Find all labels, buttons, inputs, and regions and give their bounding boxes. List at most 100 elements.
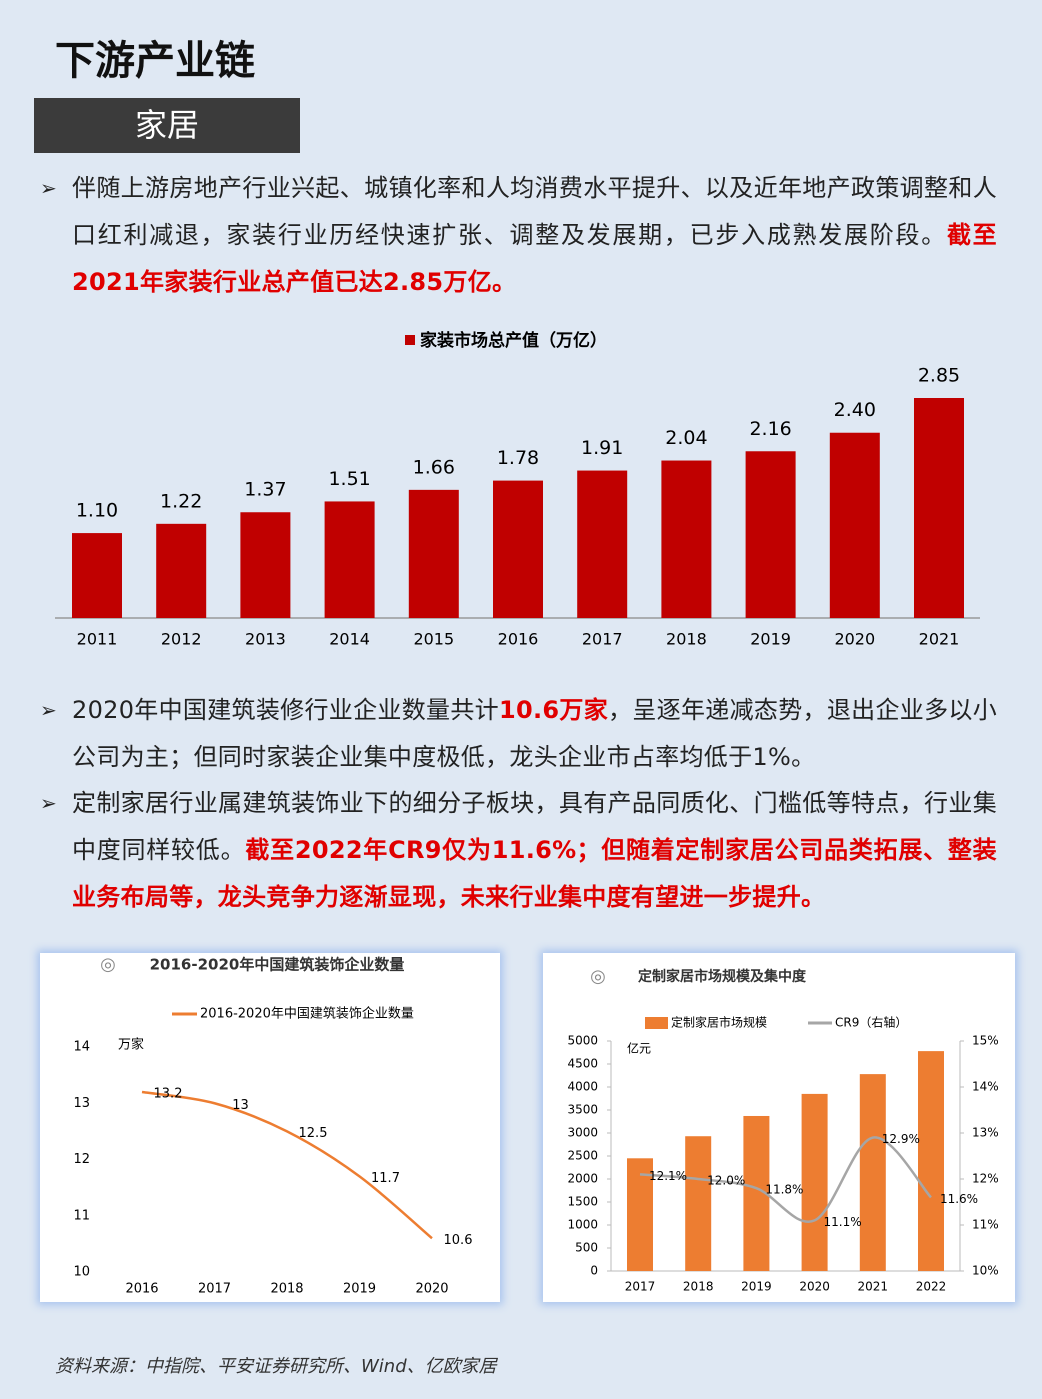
highlight-text: 截至2022年CR9仅为11.6%；但随着定制家居公司品类拓展、整装业务布局等，… xyxy=(72,836,997,911)
y-tick-label: 2000 xyxy=(567,1172,598,1186)
y2-tick-label: 11% xyxy=(972,1218,999,1232)
data-label: 11.7 xyxy=(371,1171,400,1186)
x-tick-label: 2014 xyxy=(329,630,370,649)
paragraph: 定制家居行业属建筑装饰业下的细分子板块，具有产品同质化、门槛低等特点，行业集中度… xyxy=(40,780,997,921)
y-tick-label: 1000 xyxy=(567,1218,598,1232)
bar xyxy=(745,451,796,618)
data-label: 2.04 xyxy=(665,427,707,449)
x-tick-label: 2019 xyxy=(750,630,791,649)
data-label: 1.51 xyxy=(328,468,370,490)
x-tick-label: 2017 xyxy=(198,1282,231,1297)
data-label: 13.2 xyxy=(154,1087,183,1102)
y-tick-label: 13 xyxy=(73,1096,90,1111)
x-tick-label: 2020 xyxy=(834,630,875,649)
x-tick-label: 2021 xyxy=(919,630,960,649)
x-tick-label: 2016 xyxy=(125,1282,158,1297)
y-tick-label: 14 xyxy=(73,1040,90,1055)
x-tick-label: 2019 xyxy=(343,1282,376,1297)
x-tick-label: 2017 xyxy=(625,1280,656,1294)
y-tick-label: 500 xyxy=(575,1241,598,1255)
data-label: 12.0% xyxy=(707,1174,745,1188)
chart-frame xyxy=(40,953,500,1302)
x-tick-label: 2011 xyxy=(77,630,118,649)
data-label: 10.6 xyxy=(444,1233,473,1248)
data-label: 2.85 xyxy=(918,365,960,387)
x-tick-label: 2016 xyxy=(498,630,539,649)
bar xyxy=(72,533,122,618)
bar xyxy=(627,1158,653,1271)
y2-tick-label: 15% xyxy=(972,1034,999,1048)
series-line xyxy=(141,1090,433,1240)
bar xyxy=(324,501,375,618)
paragraph: 2020年中国建筑装修行业企业数量共计10.6万家，呈逐年递减态势，退出企业多以… xyxy=(40,687,998,781)
bar xyxy=(859,1074,886,1271)
y-tick-label: 0 xyxy=(590,1264,598,1278)
x-tick-label: 2018 xyxy=(270,1282,303,1297)
bar xyxy=(408,489,459,618)
y2-tick-label: 10% xyxy=(972,1264,999,1278)
icon: ◎ xyxy=(590,966,606,987)
y-tick-label: 10 xyxy=(73,1265,90,1280)
chart-title: 2016-2020年中国建筑装饰企业数量 xyxy=(150,956,405,974)
data-label: 12.1% xyxy=(649,1169,687,1183)
y2-tick-label: 13% xyxy=(972,1126,999,1140)
data-label: 1.10 xyxy=(76,500,118,522)
bar xyxy=(156,523,207,618)
data-label: 11.6% xyxy=(940,1192,978,1206)
x-tick-label: 2018 xyxy=(666,630,707,649)
data-label: 1.91 xyxy=(581,437,623,459)
x-tick-label: 2022 xyxy=(916,1280,947,1294)
section-label: 家居 xyxy=(34,98,300,153)
bar xyxy=(240,512,291,618)
highlight-text: 截至2021年家装行业总产值已达2.85万亿。 xyxy=(72,221,997,296)
bar xyxy=(918,1051,944,1271)
bar xyxy=(493,480,543,618)
bar xyxy=(685,1136,712,1271)
bar xyxy=(801,1093,828,1271)
x-tick-label: 2020 xyxy=(415,1282,448,1297)
series-line xyxy=(639,1136,932,1223)
bar xyxy=(829,432,880,618)
text: ，呈逐年递减态势，退出企业多以小公司为主；但同时家装企业集中度极低，龙头企业市占… xyxy=(72,696,998,771)
y-axis-label: 亿元 xyxy=(627,1041,651,1056)
chart-title: 定制家居市场规模及集中度 xyxy=(638,968,807,985)
legend-label: 2016-2020年中国建筑装饰企业数量 xyxy=(200,1006,414,1022)
y-tick-label: 1500 xyxy=(567,1195,598,1209)
x-tick-label: 2013 xyxy=(245,630,286,649)
bar xyxy=(577,470,628,618)
data-label: 1.37 xyxy=(244,479,286,501)
highlight-text: 10.6万家 xyxy=(498,696,609,724)
data-label: 2.16 xyxy=(749,418,791,440)
y-tick-label: 2500 xyxy=(567,1149,598,1163)
text: 定制家居行业属建筑装饰业下的细分子板块，具有产品同质化、门槛低等特点，行业集中度… xyxy=(72,789,997,864)
data-label: 11.8% xyxy=(765,1183,803,1197)
paragraph: 伴随上游房地产行业兴起、城镇化率和人均消费水平提升、以及近年地产政策调整和人口红… xyxy=(40,165,997,306)
source-note: 资料来源：中指院、平安证券研究所、Wind、亿欧家居 xyxy=(55,1356,497,1377)
text: 2020年中国建筑装修行业企业数量共计 xyxy=(72,696,499,724)
x-tick-label: 2018 xyxy=(683,1280,714,1294)
legend-label: 定制家居市场规模 xyxy=(671,1015,767,1030)
x-tick-label: 2017 xyxy=(582,630,623,649)
y-tick-label: 3000 xyxy=(567,1126,598,1140)
y-tick-label: 3500 xyxy=(567,1103,598,1117)
y-tick-label: 11 xyxy=(73,1208,90,1223)
x-tick-label: 2020 xyxy=(799,1280,830,1294)
y-tick-label: 4500 xyxy=(567,1057,598,1071)
legend-swatch xyxy=(405,335,415,345)
x-tick-label: 2012 xyxy=(161,630,202,649)
y2-tick-label: 14% xyxy=(972,1080,999,1094)
data-label: 12.5 xyxy=(299,1126,328,1141)
legend-swatch xyxy=(645,1017,668,1029)
x-tick-label: 2021 xyxy=(858,1280,889,1294)
legend-label: CR9（右轴） xyxy=(835,1015,907,1030)
y-tick-label: 5000 xyxy=(567,1034,598,1048)
icon: ◎ xyxy=(100,954,116,975)
x-tick-label: 2019 xyxy=(741,1280,772,1294)
y-axis-label: 万家 xyxy=(118,1037,144,1053)
data-label: 1.22 xyxy=(160,490,202,512)
data-label: 12.9% xyxy=(882,1132,920,1146)
data-label: 1.66 xyxy=(413,456,455,478)
text: 伴随上游房地产行业兴起、城镇化率和人均消费水平提升、以及近年地产政策调整和人口红… xyxy=(72,174,997,249)
